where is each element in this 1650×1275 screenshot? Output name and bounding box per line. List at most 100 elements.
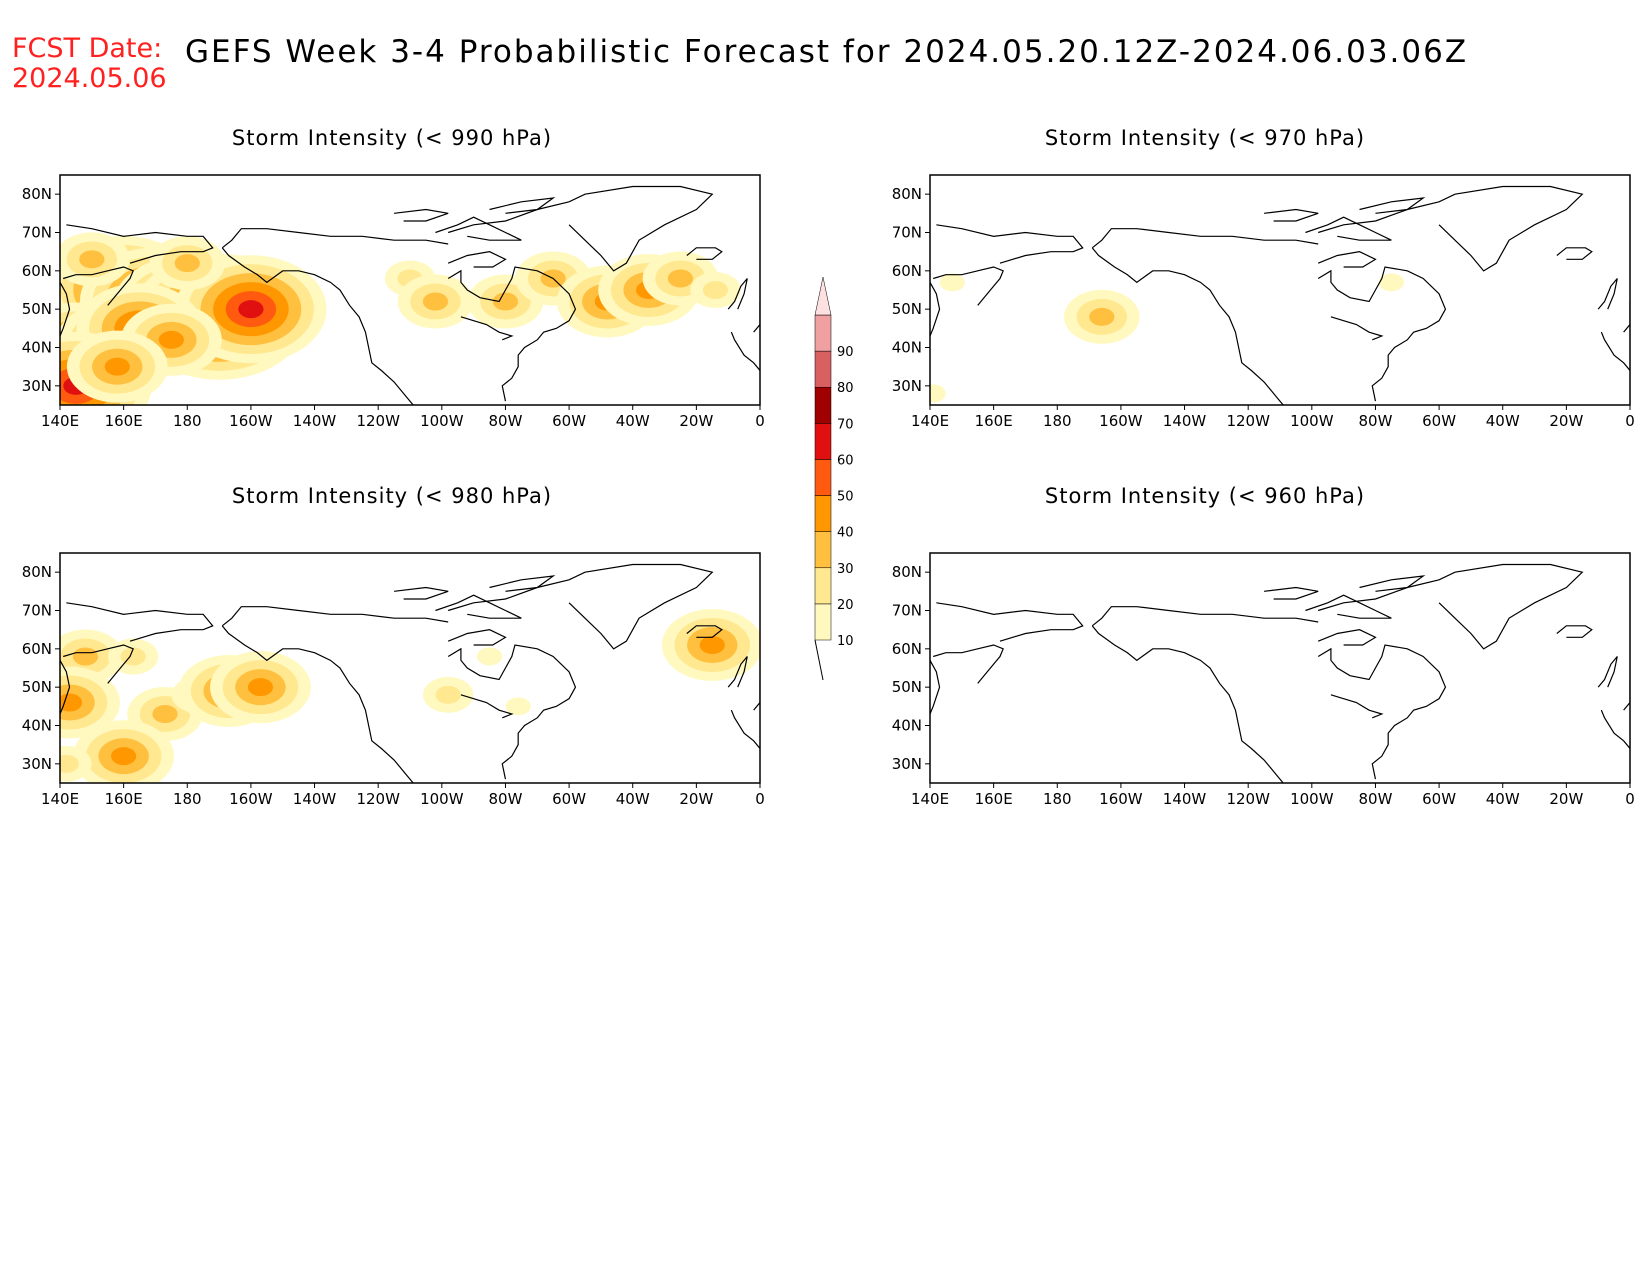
fcst-label-text: FCST Date:: [12, 33, 163, 64]
coastline: [730, 331, 760, 371]
coastline: [1556, 625, 1593, 638]
coastline: [1264, 208, 1319, 222]
map-panel-p990: 80N 70N 60N 50N 40N 30N 140E 160E 180 160W 140W 120…: [22, 174, 765, 430]
coastline: [1330, 694, 1384, 719]
lon-tick-label: 140E: [911, 790, 949, 808]
lon-tick-label: 100W: [420, 412, 464, 430]
coastline: [394, 586, 449, 600]
colorbar-label: 10: [837, 634, 854, 649]
lon-tick-label: 60W: [1422, 412, 1456, 430]
coastline: [930, 660, 941, 715]
coastline: [448, 563, 714, 650]
prob-cell: [939, 273, 965, 292]
lat-tick-label: 30N: [892, 377, 922, 395]
colorbar-label: 60: [837, 453, 854, 468]
lon-tick-label: 100W: [1290, 790, 1334, 808]
coastline: [1597, 278, 1618, 310]
coastline: [1623, 679, 1630, 711]
coastline: [930, 282, 941, 337]
lon-tick-label: 160W: [1099, 790, 1143, 808]
map-panel-p970: 80N 70N 60N 50N 40N 30N 140E 160E 180 160W 140W 120…: [892, 174, 1635, 430]
coastline: [1305, 216, 1392, 241]
lat-tick-label: 40N: [22, 717, 52, 735]
prob-cell: [930, 384, 946, 403]
probability-field: [930, 273, 1404, 403]
lon-tick-label: 120W: [1226, 412, 1270, 430]
lon-tick-label: 140E: [41, 412, 79, 430]
coastline: [1264, 586, 1319, 600]
coastline: [1317, 644, 1447, 780]
colorbar-label: 50: [837, 490, 854, 505]
coastline: [460, 316, 514, 341]
lat-tick-label: 40N: [892, 717, 922, 735]
probability-field: [60, 609, 760, 783]
coastline: [1317, 251, 1377, 268]
prob-cell: [152, 705, 178, 723]
lon-tick-label: 20W: [679, 412, 713, 430]
lat-tick-label: 60N: [892, 262, 922, 280]
coastline: [936, 224, 1084, 264]
coastline: [63, 266, 134, 306]
lat-tick-label: 80N: [22, 185, 52, 203]
coastline: [727, 278, 748, 310]
coastline: [1330, 316, 1384, 341]
map-panel-p960: 80N 70N 60N 50N 40N 30N 140E 160E 180 160W 140W 120…: [892, 552, 1635, 808]
map-frame: [59, 174, 761, 406]
page-title: GEFS Week 3-4 Probabilistic Forecast for…: [185, 34, 1469, 70]
coastline: [1317, 629, 1377, 646]
coastlines: [60, 185, 760, 405]
lon-tick-label: 160W: [1099, 412, 1143, 430]
coastline: [447, 251, 507, 268]
panel-title-980: Storm Intensity (< 980 hPa): [231, 484, 553, 508]
lon-tick-label: 140W: [293, 412, 337, 430]
lat-tick-label: 30N: [22, 377, 52, 395]
colorbar-bottom-cap: [814, 639, 824, 681]
coastline: [221, 625, 414, 783]
map-panel-p980: 80N 70N 60N 50N 40N 30N 140E 160E 180 160W 140W 120…: [22, 552, 765, 808]
forecast-date-label: FCST Date: 2024.05.06: [12, 34, 167, 94]
lat-tick-label: 80N: [892, 185, 922, 203]
lat-tick-label: 40N: [22, 339, 52, 357]
lon-tick-label: 160W: [229, 790, 273, 808]
colorbar-swatch: [814, 423, 832, 460]
lon-tick-label: 140W: [1163, 412, 1207, 430]
prob-cell: [1378, 273, 1404, 292]
lon-tick-label: 20W: [1549, 412, 1583, 430]
prob-cell: [238, 300, 264, 319]
lon-tick-label: 0: [755, 412, 765, 430]
lon-tick-label: 180: [173, 790, 202, 808]
lon-tick-label: 140E: [41, 790, 79, 808]
coastline: [1318, 185, 1584, 272]
coastline: [448, 185, 714, 272]
lon-tick-label: 60W: [1422, 790, 1456, 808]
lat-tick-label: 70N: [22, 224, 52, 242]
lon-tick-label: 60W: [552, 412, 586, 430]
colorbar-label: 40: [837, 526, 854, 541]
colorbar-label: 30: [837, 562, 854, 577]
prob-cell: [492, 292, 519, 311]
lon-tick-label: 180: [1043, 790, 1072, 808]
coastline: [435, 216, 522, 241]
prob-cell: [247, 678, 274, 697]
coastline: [60, 660, 71, 715]
coastline: [221, 228, 449, 249]
coastline: [1091, 606, 1319, 627]
colorbar-label: 90: [837, 345, 854, 360]
lat-tick-label: 30N: [892, 755, 922, 773]
prob-cell: [104, 357, 130, 376]
colorbar-swatch: [814, 495, 832, 532]
coastlines: [60, 563, 760, 783]
lon-tick-label: 160E: [975, 412, 1013, 430]
lon-tick-label: 20W: [1549, 790, 1583, 808]
coastline: [66, 602, 214, 642]
coastline: [936, 602, 1084, 642]
lat-tick-label: 70N: [22, 602, 52, 620]
colorbar-swatch: [814, 459, 832, 496]
lat-tick-label: 30N: [22, 755, 52, 773]
coastline: [460, 694, 514, 719]
prob-cell: [476, 647, 503, 666]
coastline: [1556, 247, 1593, 260]
lon-tick-label: 100W: [1290, 412, 1334, 430]
lat-tick-label: 60N: [892, 640, 922, 658]
lon-tick-label: 160E: [975, 790, 1013, 808]
